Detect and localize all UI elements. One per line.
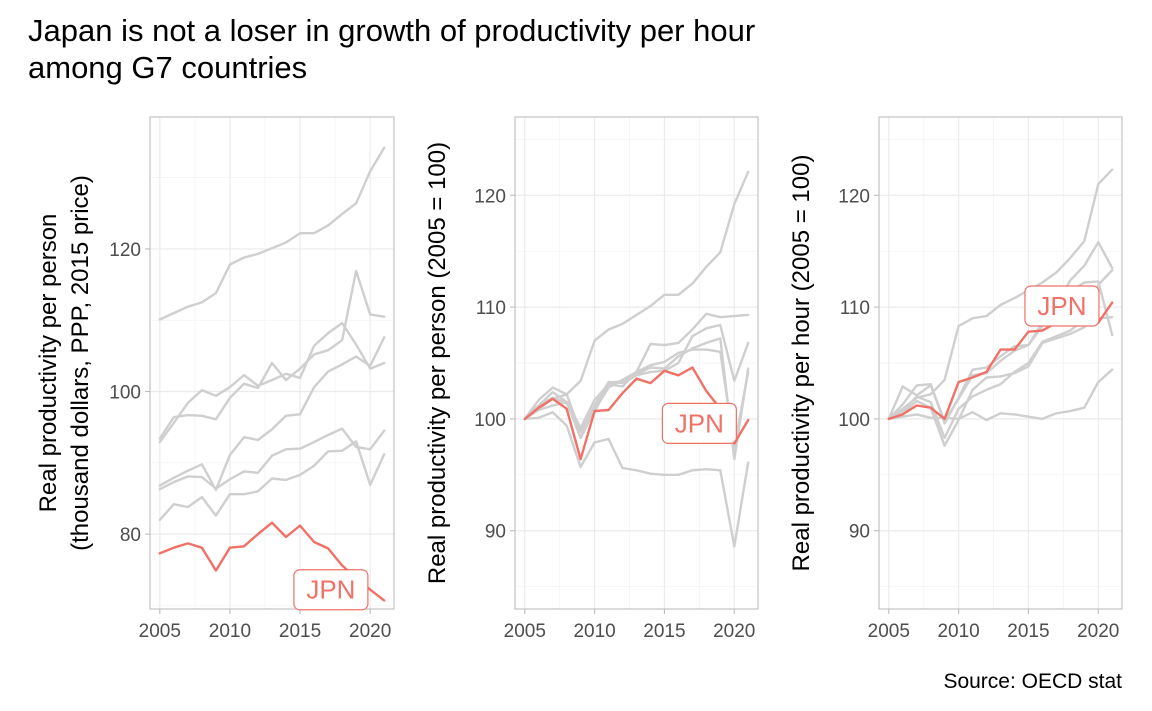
series-line-5 — [523, 337, 750, 461]
panel-border — [514, 116, 759, 610]
x-tick-label: 2015 — [279, 621, 321, 642]
series-line-5 — [158, 427, 386, 491]
x-tick-label: 2005 — [139, 621, 181, 642]
series-line-1 — [158, 146, 386, 321]
jpn-label: JPN — [675, 408, 724, 438]
x-tick-label: 2010 — [209, 621, 251, 642]
x-tick-label: 2005 — [504, 621, 546, 642]
chart-title-line-1: Japan is not a loser in growth of produc… — [28, 13, 756, 48]
series-line-jpn — [523, 366, 750, 461]
series-line-6 — [887, 368, 1114, 422]
jpn-label-box — [293, 569, 369, 611]
y-tick-label: 80 — [120, 525, 141, 546]
series-line-3 — [158, 269, 386, 440]
series-line-2 — [887, 240, 1114, 423]
jpn-label-box — [661, 402, 737, 444]
source-caption: Source: OECD stat — [943, 670, 1122, 693]
x-tick-label: 2010 — [937, 621, 979, 642]
y-tick-label: 110 — [476, 298, 506, 319]
series-line-2 — [158, 321, 386, 444]
x-tick-label: 2020 — [349, 621, 391, 642]
x-tick-label: 2015 — [1007, 621, 1049, 642]
panel-3: 2005 2010 2015 2020 90 100 110 120 Real producti… — [788, 116, 1123, 642]
y-tick-label: 100 — [474, 410, 506, 431]
chart-title-line-2: among G7 countries — [28, 50, 308, 85]
x-tick-label: 2005 — [868, 621, 910, 642]
y-axis-title: (thousand dollars, PPP, 2015 price) — [67, 175, 94, 551]
jpn-label: JPN — [1037, 291, 1086, 321]
panel-border — [149, 116, 395, 610]
y-axis-title: Real productivity per person — [35, 214, 62, 513]
series-line-6 — [158, 440, 386, 522]
x-tick-label: 2010 — [573, 621, 615, 642]
y-tick-label: 90 — [849, 522, 870, 543]
panel-border — [878, 116, 1123, 610]
x-tick-label: 2020 — [1077, 621, 1119, 642]
x-tick-label: 2015 — [643, 621, 685, 642]
panel-1: 2005 2010 2015 2020 80 100 120 Real productivit… — [35, 116, 395, 642]
jpn-label-box — [1024, 285, 1100, 327]
y-tick-label: 110 — [840, 298, 870, 319]
y-axis-title: Real productivity per person (2005 = 100… — [424, 142, 451, 584]
y-tick-label: 100 — [838, 410, 870, 431]
y-tick-label: 90 — [485, 522, 506, 543]
chart-title: Japan is not a loser in growth of produc… — [28, 12, 755, 86]
series-line-1 — [887, 168, 1114, 421]
y-tick-label: 100 — [109, 383, 141, 404]
panel-2: 2005 2010 2015 2020 90 100 110 120 Real producti… — [424, 116, 759, 642]
series-line-4 — [523, 348, 750, 449]
series-line-4 — [158, 336, 386, 492]
jpn-label: JPN — [306, 575, 355, 605]
y-tick-label: 120 — [109, 240, 141, 261]
series-line-6 — [523, 411, 750, 548]
series-line-4 — [887, 269, 1114, 447]
x-tick-label: 2020 — [713, 621, 755, 642]
y-tick-label: 120 — [838, 186, 870, 207]
series-line-1 — [523, 170, 750, 421]
series-line-5 — [887, 316, 1114, 440]
y-axis-title: Real productivity per hour (2005 = 100) — [788, 155, 815, 572]
y-tick-label: 120 — [474, 186, 506, 207]
